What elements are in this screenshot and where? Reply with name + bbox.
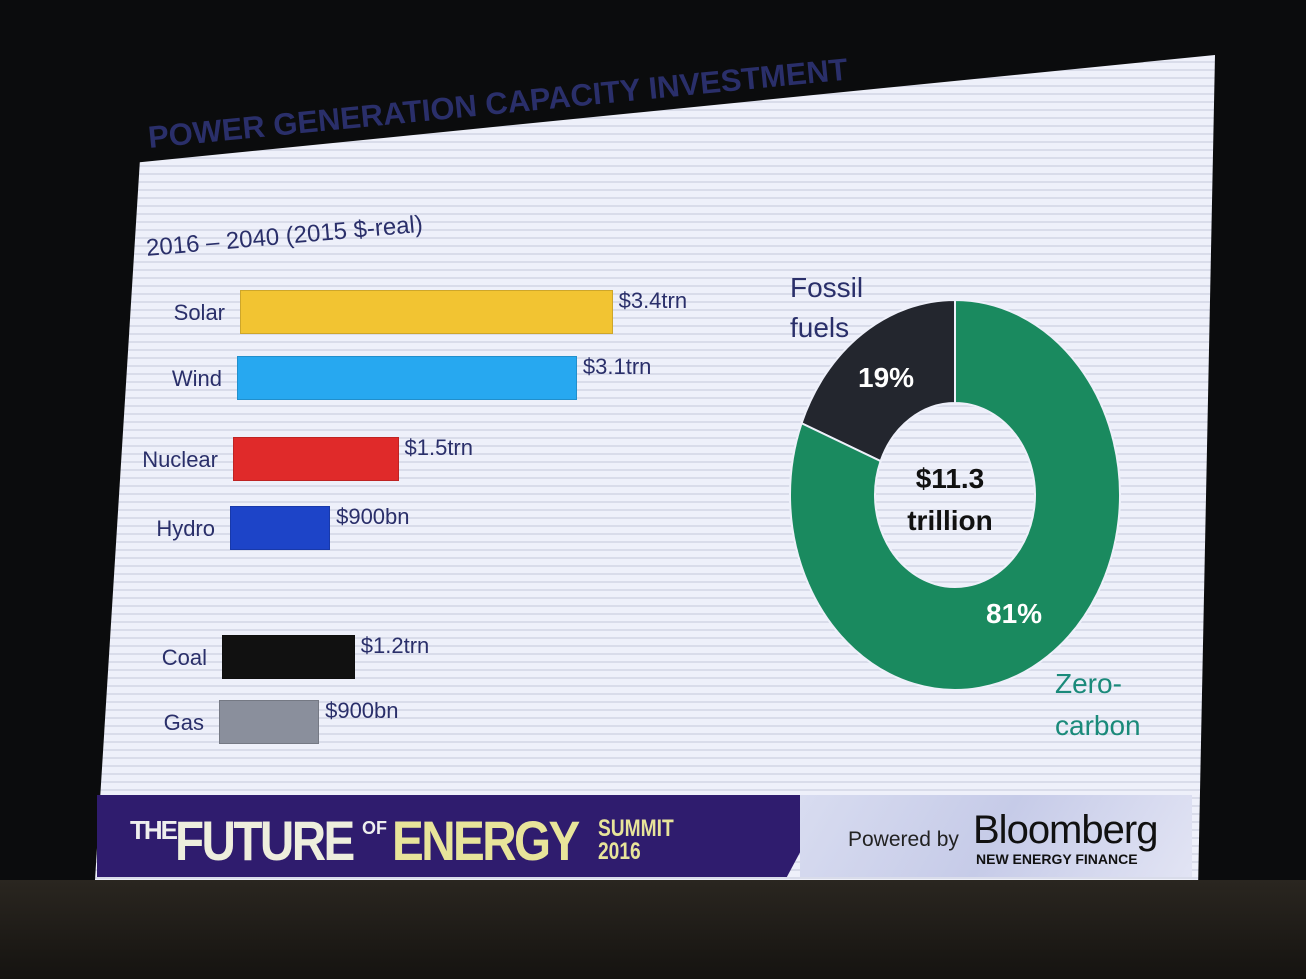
- legend-zero-line2: carbon: [1055, 710, 1141, 741]
- bar-coal: [222, 635, 355, 679]
- footer-sponsor-area: [800, 795, 1192, 877]
- bar-category-label: Hydro: [156, 516, 215, 541]
- bar-category-label: Wind: [171, 366, 222, 391]
- footer-the: THE: [130, 815, 178, 845]
- bar-value-label: $900bn: [336, 504, 410, 529]
- donut-slice-fossil-fuels: [800, 298, 956, 463]
- bar-category-label: Nuclear: [142, 447, 218, 472]
- footer-of: OF: [362, 818, 387, 838]
- bloomberg-logo: Bloomberg: [973, 808, 1158, 852]
- bloomberg-subtitle: NEW ENERGY FINANCE: [976, 851, 1138, 867]
- footer-energy: ENERGY: [392, 809, 580, 872]
- bar-category-label: Solar: [173, 300, 225, 325]
- bar-value-label: $3.1trn: [582, 354, 652, 379]
- bar-category-label: Gas: [163, 710, 204, 735]
- fossil-pct-label: 19%: [858, 362, 915, 393]
- footer-powered-by: Powered by: [848, 828, 959, 851]
- legend-fossil-line2: fuels: [790, 312, 850, 343]
- legend-zero-line1: Zero-: [1055, 668, 1122, 699]
- stage-floor: [0, 880, 1306, 979]
- bar-value-label: $1.5trn: [404, 435, 474, 460]
- footer-future: FUTURE: [175, 809, 355, 872]
- bar-wind: [237, 356, 577, 400]
- bar-value-label: $900bn: [325, 698, 399, 723]
- bar-hydro: [230, 506, 331, 550]
- bar-gas: [219, 700, 320, 744]
- footer-year: 2016: [598, 838, 641, 865]
- legend-fossil-line1: Fossil: [790, 272, 864, 303]
- donut-chart: [789, 298, 1121, 691]
- donut-slice-zero-carbon: [789, 298, 1121, 691]
- bar-value-label: $1.2trn: [360, 633, 430, 658]
- bar-nuclear: [233, 437, 399, 481]
- bar-category-label: Coal: [161, 645, 207, 670]
- footer-summit: SUMMIT: [598, 815, 674, 842]
- footer-banner: [97, 795, 831, 877]
- donut-center-unit: trillion: [907, 505, 993, 536]
- bar-solar: [240, 290, 613, 334]
- donut-center-value: $11.3: [915, 463, 985, 494]
- zero-pct-label: 81%: [986, 598, 1043, 629]
- bar-value-label: $3.4trn: [618, 288, 688, 313]
